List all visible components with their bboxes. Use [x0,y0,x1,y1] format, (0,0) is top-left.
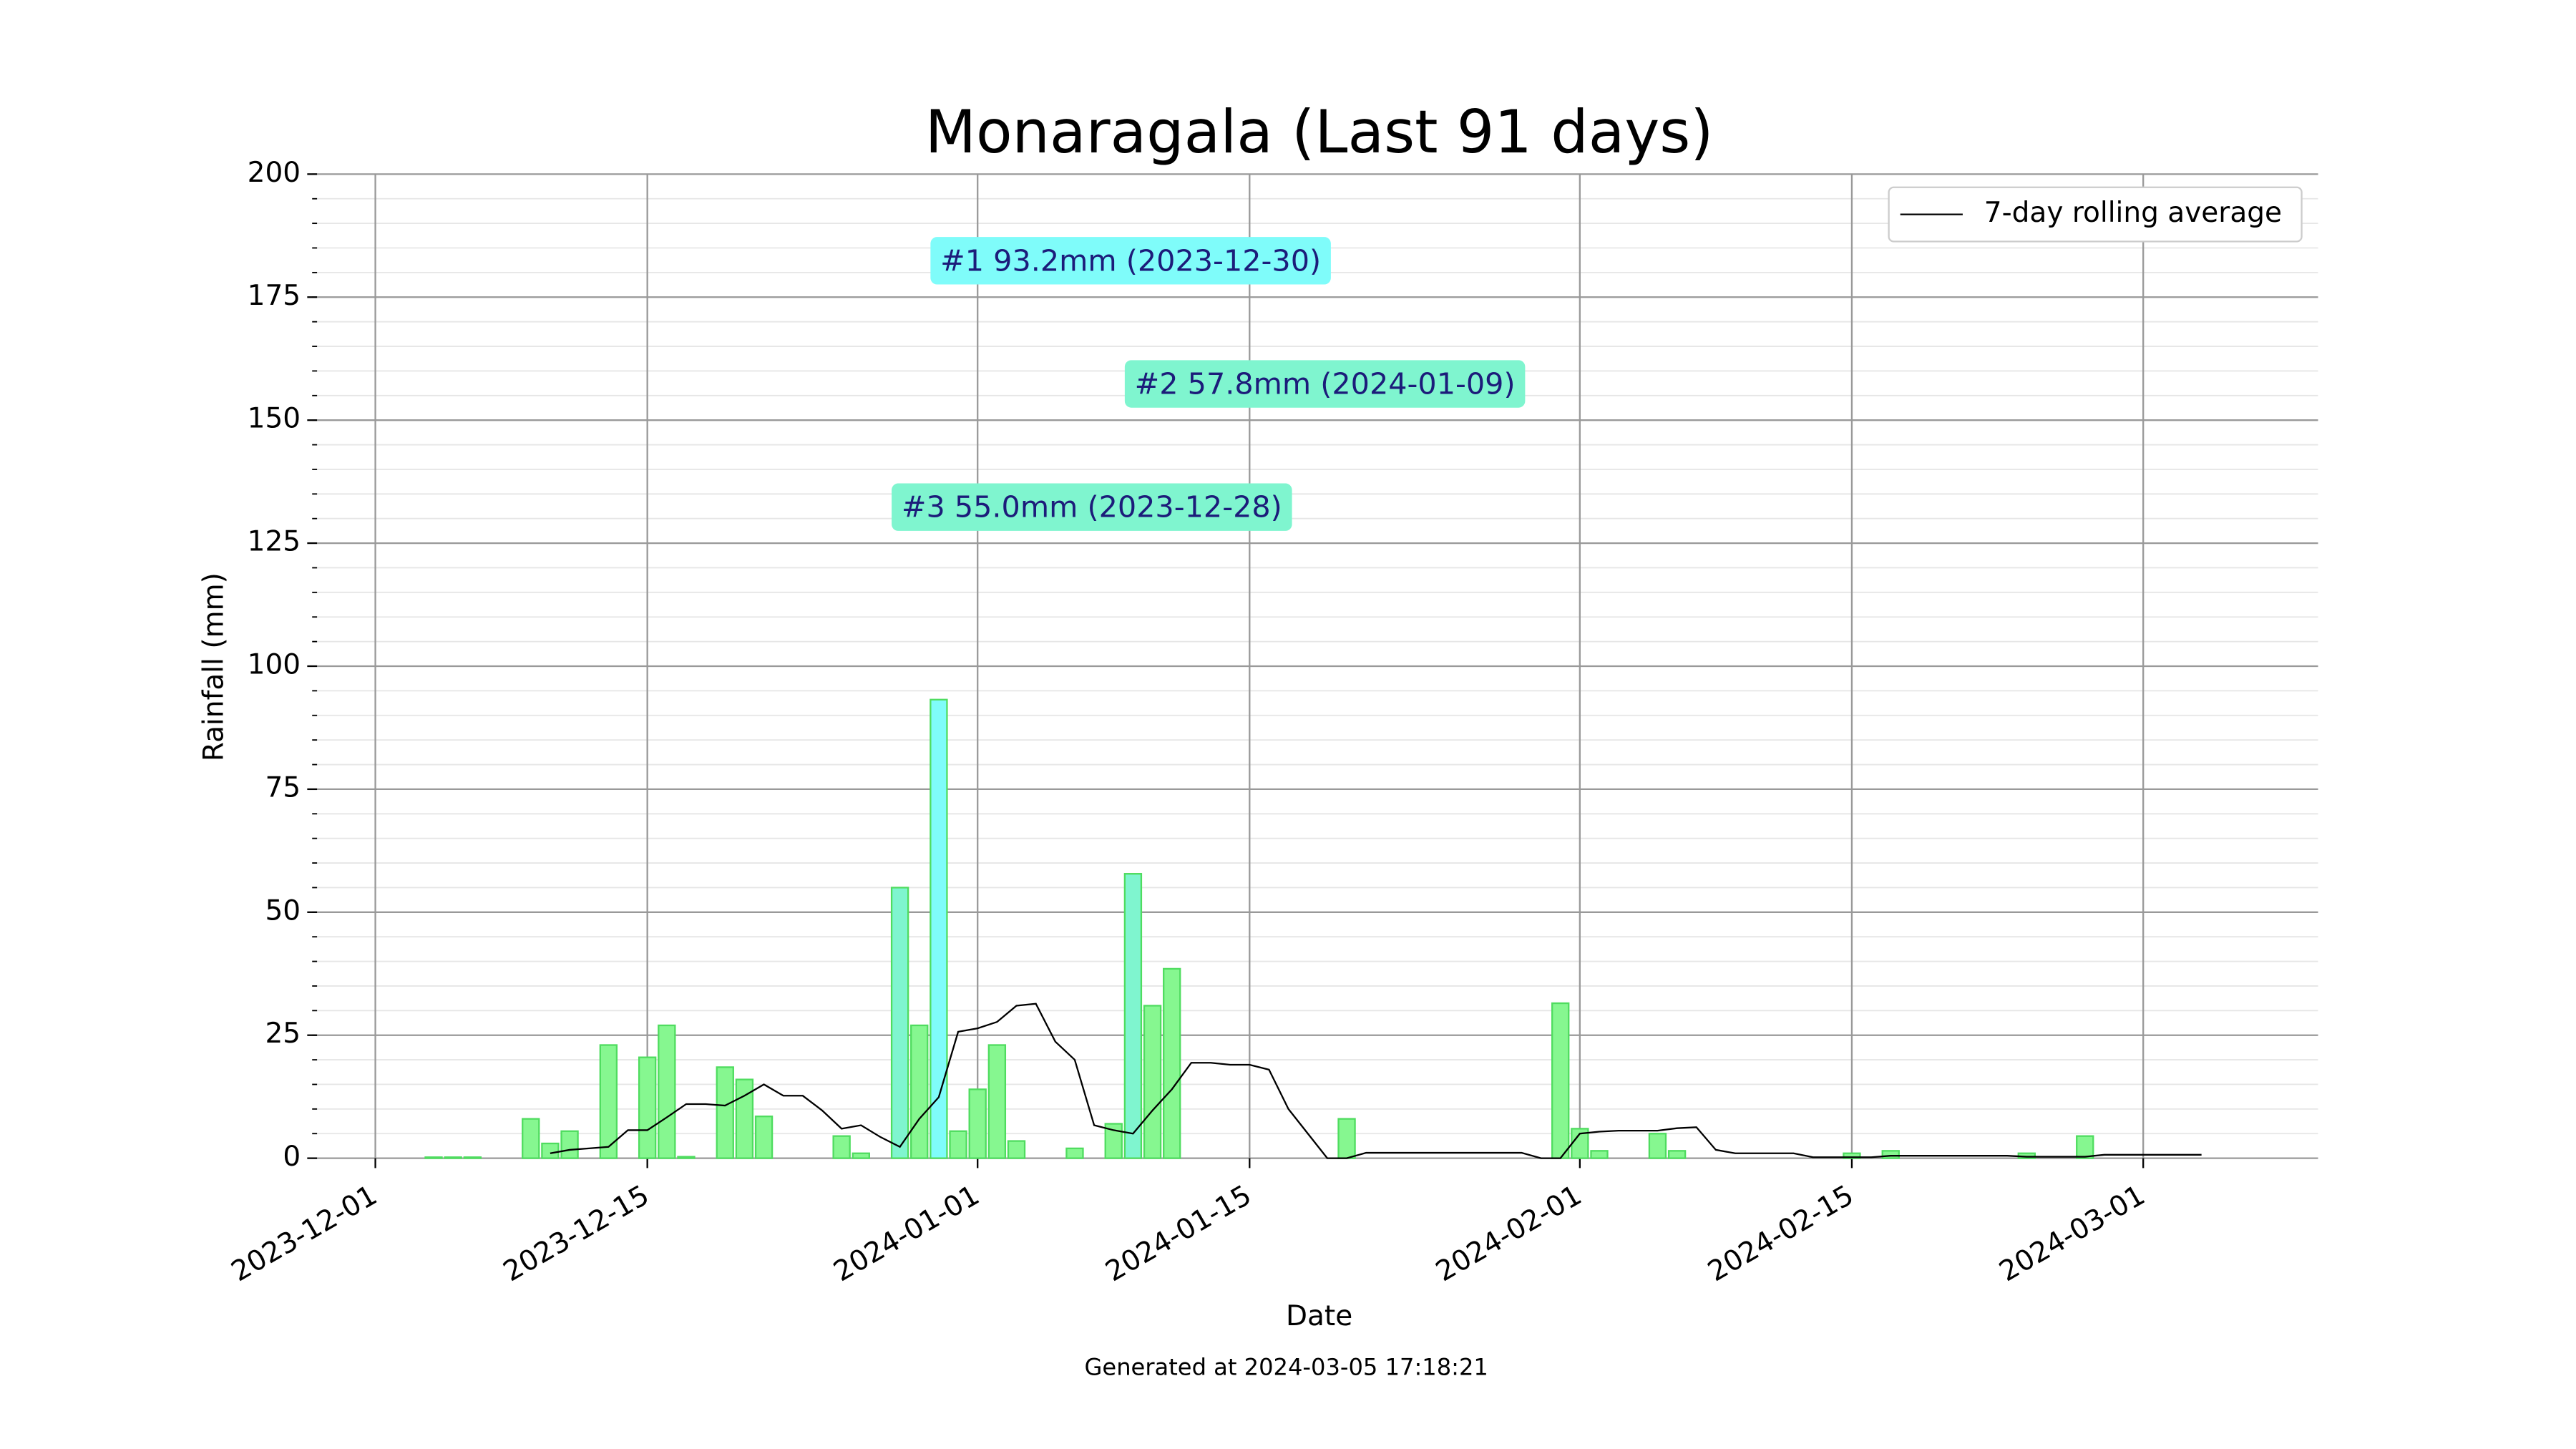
bar [716,1066,734,1159]
bar [852,1152,870,1159]
bar [1590,1150,1609,1159]
bar [1104,1123,1123,1159]
y-tick-label: 25 [265,1018,301,1050]
bar [444,1156,462,1159]
chart-title: Monaragala (Last 91 days) [925,98,1714,167]
bar [832,1135,851,1159]
x-tick-label: 2024-01-01 [829,1179,985,1288]
bar [949,1130,967,1159]
y-tick-label: 75 [265,771,301,804]
annotation-text: #1 93.2mm (2023-12-30) [940,243,1321,278]
bar [463,1156,482,1159]
annotation-box [1124,360,1526,408]
y-tick-label: 200 [248,157,301,189]
legend: 7-day rolling average [1888,186,2303,243]
x-tick-label: 2024-02-01 [1430,1179,1587,1288]
bar [930,698,948,1159]
bar [754,1116,774,1159]
annotation-box [930,237,1331,285]
bar [1648,1133,1667,1159]
bar [638,1056,657,1159]
bar [2076,1135,2094,1159]
bar [1163,967,1181,1159]
y-tick-label: 150 [248,403,301,435]
bar [1337,1118,1356,1159]
y-axis-label: Rainfall (mm) [197,572,230,761]
annotation: #3 55.0mm (2023-12-28) [892,483,1292,531]
bar [677,1156,696,1159]
footer: Generated at 2024-03-05 17:18:21 [1085,1354,1488,1381]
annotation: #1 93.2mm (2023-12-30) [930,237,1331,285]
legend-box [1888,186,2303,243]
bar [1007,1140,1026,1159]
x-tick-label: 2024-03-01 [1994,1179,2151,1288]
bar [658,1024,676,1159]
bar [735,1078,754,1159]
bar [522,1118,540,1159]
bar [890,887,909,1159]
x-axis-label: Date [1286,1300,1352,1332]
annotation-box [892,483,1292,531]
legend-label: 7-day rolling average [1984,197,2282,229]
bar [560,1130,579,1159]
annotation-text: #3 55.0mm (2023-12-28) [902,490,1282,525]
bar [987,1044,1007,1159]
bar [910,1024,929,1159]
annotation: #2 57.8mm (2024-01-09) [1124,360,1526,408]
x-tick-label: 2024-01-15 [1101,1179,1257,1288]
bar [1667,1150,1687,1159]
bar [1065,1147,1084,1159]
bar [1843,1152,1861,1159]
rolling-average-line [550,1002,2202,1159]
x-tick-label: 2023-12-01 [226,1179,383,1288]
y-tick-label: 50 [265,894,301,927]
bar [1123,873,1143,1159]
x-tick-label: 2023-12-15 [498,1179,655,1288]
y-tick-label: 100 [248,648,301,680]
bar [424,1156,443,1159]
annotation-text: #2 57.8mm (2024-01-09) [1135,367,1516,401]
bar [599,1044,618,1159]
x-tick-label: 2024-02-15 [1702,1179,1859,1288]
y-tick-label: 175 [248,280,301,312]
bar [968,1088,987,1159]
bar [1551,1002,1570,1159]
bar [1143,1005,1162,1159]
y-tick-label: 0 [283,1141,301,1173]
y-tick-label: 125 [248,526,301,558]
bar [541,1142,560,1159]
bar [1881,1150,1900,1159]
